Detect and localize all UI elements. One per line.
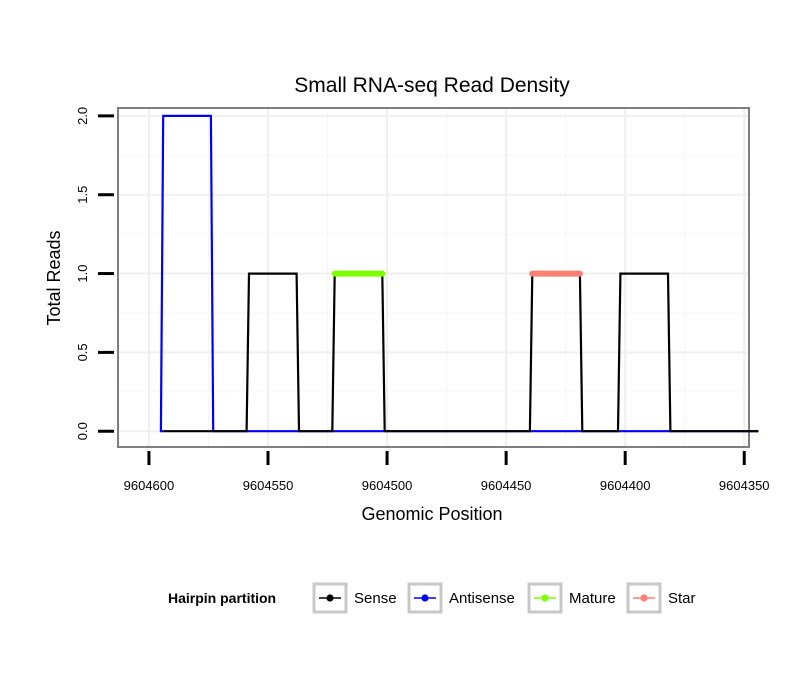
x-tick-label: 9604350 xyxy=(719,478,770,493)
y-tick-label: 1.5 xyxy=(75,186,90,204)
y-axis: 0.0 0.5 1.0 1.5 2.0 xyxy=(75,107,114,440)
plot-panel xyxy=(117,107,750,448)
legend-item-label: Mature xyxy=(569,590,616,607)
series-layer xyxy=(159,114,759,433)
y-tick-label: 1.0 xyxy=(75,265,90,283)
x-tick-label: 9604500 xyxy=(362,478,413,493)
legend-item-label: Antisense xyxy=(449,590,515,607)
x-tick-label: 9604450 xyxy=(481,478,532,493)
legend-key-point xyxy=(541,594,549,602)
legend-title: Hairpin partition xyxy=(168,590,276,606)
x-tick-label: 9604400 xyxy=(600,478,651,493)
legend-key-point xyxy=(421,594,429,602)
legend-item-label: Sense xyxy=(354,590,397,607)
x-tick-label: 9604600 xyxy=(124,478,175,493)
series-line-sense xyxy=(163,272,759,433)
chart-title: Small RNA-seq Read Density xyxy=(294,74,570,97)
legend-item-label: Star xyxy=(668,590,696,607)
legend: Hairpin partition Sense Antisense Mature St… xyxy=(168,582,696,614)
x-axis: 9604600 9604550 9604500 9604450 9604400 96043… xyxy=(124,451,770,493)
gridlines xyxy=(119,109,748,446)
y-tick-label: 0.0 xyxy=(75,422,90,440)
legend-key-point xyxy=(326,594,334,602)
legend-key-point xyxy=(640,594,648,602)
x-axis-label: Genomic Position xyxy=(361,504,502,524)
y-tick-label: 2.0 xyxy=(75,107,90,125)
y-tick-label: 0.5 xyxy=(75,343,90,361)
y-axis-label: Total Reads xyxy=(44,230,64,325)
x-tick-label: 9604550 xyxy=(243,478,294,493)
